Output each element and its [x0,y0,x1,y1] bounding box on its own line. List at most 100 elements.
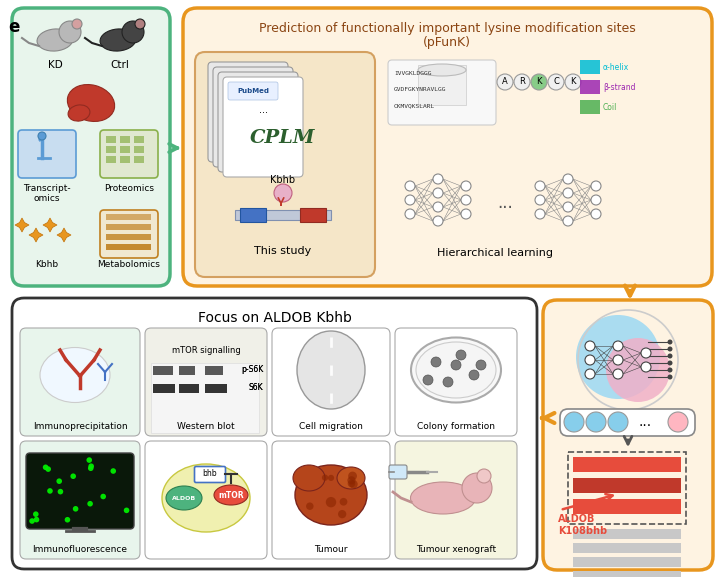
Bar [106,136,116,143]
Text: Immunoprecipitation: Immunoprecipitation [32,422,127,431]
Bar [106,214,151,220]
Circle shape [30,518,35,524]
Bar [106,244,151,250]
Circle shape [306,503,314,510]
FancyBboxPatch shape [395,328,517,436]
FancyBboxPatch shape [543,300,713,570]
Circle shape [591,181,601,191]
Circle shape [451,360,461,370]
Circle shape [462,473,492,503]
Text: (pFunK): (pFunK) [423,36,471,49]
Circle shape [641,348,651,358]
Bar [120,156,130,163]
Ellipse shape [68,105,90,121]
Bar [580,100,600,114]
Circle shape [433,202,443,212]
Bar [106,224,151,230]
Ellipse shape [100,29,136,51]
FancyBboxPatch shape [20,328,140,436]
Circle shape [325,497,336,507]
Bar [573,457,681,472]
Text: α-helix: α-helix [603,62,629,72]
Circle shape [34,517,40,522]
Text: This study: This study [254,246,312,256]
FancyBboxPatch shape [560,409,695,436]
Circle shape [45,466,51,472]
Circle shape [469,370,479,380]
Text: CKMVQKSLARL: CKMVQKSLARL [394,103,436,108]
Circle shape [531,74,547,90]
FancyBboxPatch shape [213,67,293,167]
FancyBboxPatch shape [395,441,517,559]
FancyBboxPatch shape [145,441,267,559]
Circle shape [86,457,92,463]
Bar [418,65,466,105]
Circle shape [667,339,672,344]
Circle shape [585,355,595,365]
Text: Cell migration: Cell migration [299,422,363,431]
Circle shape [71,473,76,479]
Circle shape [110,468,116,474]
Text: Ctrl: Ctrl [111,60,130,70]
Ellipse shape [416,342,496,398]
Circle shape [328,475,334,481]
Circle shape [122,21,144,43]
Bar [134,136,144,143]
Circle shape [667,374,672,380]
Circle shape [33,511,39,517]
Bar [235,210,331,220]
Circle shape [591,209,601,219]
Bar [120,136,130,143]
Circle shape [87,501,93,507]
Bar [106,156,116,163]
FancyBboxPatch shape [100,130,158,178]
Circle shape [322,474,328,481]
Ellipse shape [162,464,250,532]
Text: Hierarchical learning: Hierarchical learning [437,248,553,258]
Text: Tumour: Tumour [314,545,348,554]
Text: p-S6K: p-S6K [240,365,263,374]
Circle shape [433,188,443,198]
Circle shape [476,360,486,370]
Circle shape [347,476,356,485]
Circle shape [405,209,415,219]
Circle shape [535,195,545,205]
Text: e: e [8,18,19,36]
Text: ALDOB: ALDOB [172,496,196,500]
Circle shape [548,74,564,90]
Text: Transcript-
omics: Transcript- omics [23,184,71,204]
Text: CPLM: CPLM [251,129,316,147]
Bar [153,384,175,393]
Bar [205,384,227,393]
Ellipse shape [40,347,110,403]
Text: Proteomics: Proteomics [104,184,154,193]
Ellipse shape [214,485,248,505]
Text: R: R [519,77,525,87]
Bar [106,234,151,240]
Circle shape [423,375,433,385]
Bar [179,384,199,393]
Circle shape [56,478,62,484]
Circle shape [613,369,623,379]
Bar [205,384,227,393]
FancyBboxPatch shape [195,52,375,277]
Circle shape [433,174,443,184]
Ellipse shape [411,338,501,403]
FancyBboxPatch shape [20,441,140,559]
FancyBboxPatch shape [100,210,158,258]
Circle shape [338,510,346,518]
Bar [573,478,681,493]
Bar [240,208,266,222]
Circle shape [405,181,415,191]
Circle shape [100,494,106,499]
Circle shape [461,181,471,191]
Bar [153,384,175,393]
Bar [134,156,144,163]
Circle shape [576,315,660,399]
Circle shape [477,469,491,483]
Text: ...: ... [258,105,268,115]
Text: S6K: S6K [248,384,263,392]
Text: ...: ... [497,194,513,212]
FancyBboxPatch shape [26,453,134,529]
Circle shape [606,338,670,402]
